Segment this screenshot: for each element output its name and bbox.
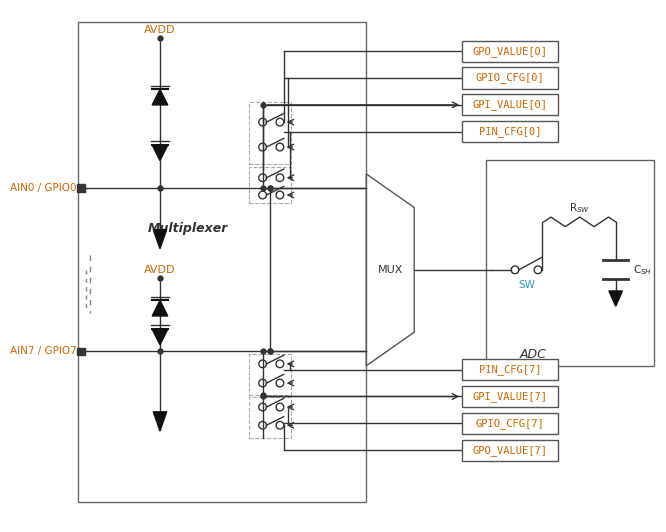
- Bar: [77, 347, 85, 355]
- Bar: [249, 102, 292, 164]
- Bar: [462, 439, 558, 461]
- Polygon shape: [153, 329, 168, 345]
- Text: GPI_VALUE[0]: GPI_VALUE[0]: [473, 99, 547, 110]
- Polygon shape: [153, 89, 168, 105]
- Bar: [462, 386, 558, 407]
- Polygon shape: [153, 145, 168, 161]
- Text: GPO_VALUE[7]: GPO_VALUE[7]: [473, 445, 547, 455]
- Bar: [77, 185, 85, 192]
- Text: Multiplexer: Multiplexer: [148, 222, 228, 235]
- Bar: [462, 121, 558, 142]
- Bar: [462, 413, 558, 434]
- Text: AIN7 / GPIO7: AIN7 / GPIO7: [10, 346, 77, 356]
- Bar: [249, 167, 292, 203]
- Text: GPO_VALUE[0]: GPO_VALUE[0]: [473, 46, 547, 56]
- Bar: [79, 22, 366, 502]
- Text: GPIO_CFG[7]: GPIO_CFG[7]: [476, 418, 545, 429]
- Text: C$_{SH}$: C$_{SH}$: [633, 263, 652, 277]
- Text: MUX: MUX: [378, 265, 403, 275]
- Polygon shape: [153, 412, 166, 431]
- Bar: [486, 160, 654, 366]
- Polygon shape: [153, 229, 166, 249]
- Text: R$_{SW}$: R$_{SW}$: [569, 202, 590, 215]
- Text: PIN_CFG[0]: PIN_CFG[0]: [479, 126, 541, 137]
- Text: AVDD: AVDD: [145, 265, 176, 275]
- Bar: [462, 94, 558, 115]
- Bar: [249, 397, 292, 438]
- Bar: [462, 40, 558, 62]
- Bar: [249, 354, 292, 395]
- Polygon shape: [609, 291, 623, 306]
- Text: GPIO_CFG[0]: GPIO_CFG[0]: [476, 72, 545, 84]
- Polygon shape: [153, 301, 168, 316]
- Text: AVDD: AVDD: [145, 25, 176, 35]
- Text: PIN_CFG[7]: PIN_CFG[7]: [479, 364, 541, 375]
- Text: ADC: ADC: [519, 348, 547, 361]
- Text: SW: SW: [518, 280, 535, 290]
- Bar: [462, 359, 558, 380]
- Bar: [462, 68, 558, 88]
- Text: AIN0 / GPIO0: AIN0 / GPIO0: [10, 184, 77, 193]
- Text: GPI_VALUE[7]: GPI_VALUE[7]: [473, 391, 547, 402]
